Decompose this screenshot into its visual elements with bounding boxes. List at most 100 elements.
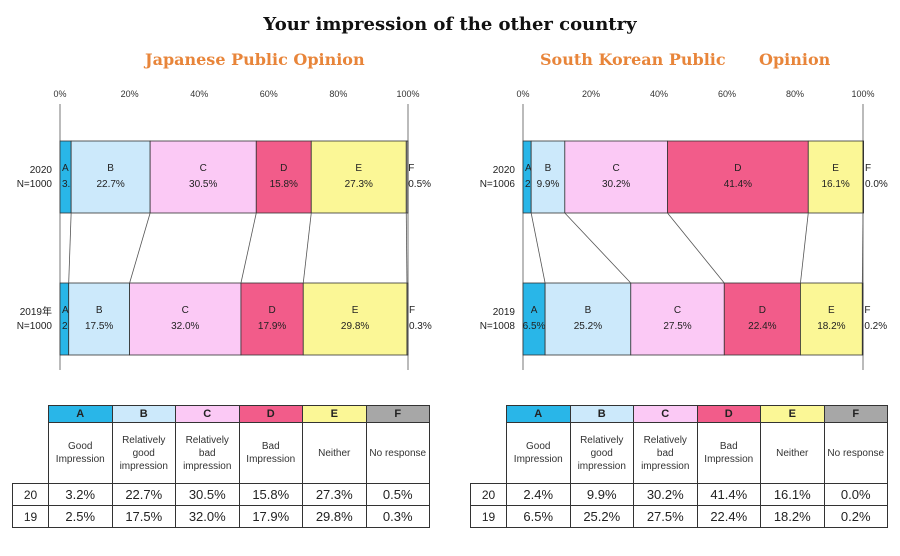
bar-segment-a xyxy=(59,282,70,356)
desc-cell-f: No response xyxy=(365,422,430,484)
desc-cell-b: Relatively good impression xyxy=(569,422,634,484)
segment-letter-label: B xyxy=(96,305,103,316)
chart-subtitle-japan: Japanese Public Opinion xyxy=(145,50,365,69)
x-tick-label: 100% xyxy=(851,89,874,99)
segment-letter-label: A xyxy=(62,163,69,174)
x-tick-label: 20% xyxy=(582,89,600,99)
header-cell-d: D xyxy=(238,405,303,423)
x-tick-label: 0% xyxy=(516,89,529,99)
segment-letter-label: D xyxy=(734,163,741,174)
bar-segment-b xyxy=(70,140,151,214)
row-label: 20 xyxy=(470,483,507,506)
desc-cell-f: No response xyxy=(823,422,888,484)
segment-letter-label: D xyxy=(759,305,766,316)
desc-cell-c: Relatively bad impression xyxy=(175,422,240,484)
bar-segment-f xyxy=(406,282,409,356)
bar-segment-f xyxy=(861,282,864,356)
segment-value-label: 41.4% xyxy=(724,179,752,190)
segment-letter-label: A xyxy=(62,305,69,316)
x-tick-label: 40% xyxy=(650,89,668,99)
value-cell: 2.4% xyxy=(506,483,571,506)
header-cell-b: B xyxy=(111,405,176,423)
header-cell-e: E xyxy=(760,405,825,423)
bar-segment-a xyxy=(522,140,532,214)
x-tick-label: 40% xyxy=(190,89,208,99)
segment-value-label: 0.0% xyxy=(865,179,888,190)
x-tick-label: 60% xyxy=(260,89,278,99)
value-cell: 30.5% xyxy=(175,483,240,506)
segment-letter-label: A xyxy=(531,305,538,316)
connector-line xyxy=(129,212,151,284)
segment-value-label: 29.8% xyxy=(341,321,369,332)
segment-value-label: 0.5% xyxy=(408,179,431,190)
value-cell: 18.2% xyxy=(760,505,825,528)
value-cell: 16.1% xyxy=(760,483,825,506)
segment-value-label: 9.9% xyxy=(537,179,560,190)
value-cell: 25.2% xyxy=(569,505,634,528)
row-label: 20 xyxy=(12,483,49,506)
korea-stacked-bar-chart: 0%20%40%60%80%100%A2.4%B9.9%C30.2%D41.4%… xyxy=(480,89,888,370)
segment-letter-label: A xyxy=(525,163,532,174)
segment-letter-label: B xyxy=(585,305,592,316)
header-cell-c: C xyxy=(633,405,698,423)
table-header-row: A B C D E F xyxy=(470,405,888,484)
x-tick-label: 80% xyxy=(786,89,804,99)
segment-value-label: 30.5% xyxy=(189,179,217,190)
table-row: 20 2.4% 9.9% 30.2% 41.4% 16.1% 0.0% xyxy=(470,483,888,506)
bar-segment-b xyxy=(544,282,632,356)
segment-letter-label: E xyxy=(352,305,359,316)
x-tick-label: 20% xyxy=(121,89,139,99)
table-row: 20 3.2% 22.7% 30.5% 15.8% 27.3% 0.5% xyxy=(12,483,430,506)
segment-value-label: 17.9% xyxy=(258,321,286,332)
segment-letter-label: B xyxy=(107,163,114,174)
bar-segment-c xyxy=(564,140,668,214)
bar-segment-e xyxy=(302,282,408,356)
japan-data-table: A B C D E F Good Impression Relatively g… xyxy=(12,405,430,528)
connector-line xyxy=(667,212,725,284)
table-corner xyxy=(12,405,49,484)
row-label-year: 2020 xyxy=(493,165,516,176)
segment-value-label: 16.1% xyxy=(821,179,849,190)
row-label: 19 xyxy=(12,505,49,528)
bar-segment-c xyxy=(129,282,242,356)
row-label-n: N=1008 xyxy=(480,321,516,332)
korea-data-table: A B C D E F Good Impression Relatively g… xyxy=(470,405,888,528)
bar-segment-a xyxy=(59,140,72,214)
desc-cell-d: Bad Impression xyxy=(238,422,303,484)
value-cell: 30.2% xyxy=(633,483,698,506)
row-label: 19 xyxy=(470,505,507,528)
segment-letter-label: C xyxy=(182,305,189,316)
value-cell: 3.2% xyxy=(48,483,113,506)
row-label-n: N=1000 xyxy=(17,321,53,332)
connector-line xyxy=(800,212,809,284)
table-row: 19 6.5% 25.2% 27.5% 22.4% 18.2% 0.2% xyxy=(470,505,888,528)
header-cell-f: F xyxy=(823,405,888,423)
segment-value-label: 27.5% xyxy=(663,321,691,332)
desc-cell-b: Relatively good impression xyxy=(111,422,176,484)
segment-value-label: 32.0% xyxy=(171,321,199,332)
bar-segment-a xyxy=(522,282,546,356)
header-cell-e: E xyxy=(302,405,367,423)
value-cell: 0.2% xyxy=(823,505,888,528)
value-cell: 22.7% xyxy=(111,483,176,506)
connector-line xyxy=(530,212,546,284)
segment-value-label: 18.2% xyxy=(817,321,845,332)
desc-cell-d: Bad Impression xyxy=(696,422,761,484)
value-cell: 0.0% xyxy=(823,483,888,506)
table-description-row: Good Impression Relatively good impressi… xyxy=(13,422,430,484)
desc-cell-e: Neither xyxy=(760,422,825,484)
header-cell-a: A xyxy=(506,405,571,423)
value-cell: 9.9% xyxy=(569,483,634,506)
segment-value-label: 25.2% xyxy=(574,321,602,332)
value-cell: 15.8% xyxy=(238,483,303,506)
segment-value-label: 6.5% xyxy=(523,321,546,332)
segment-letter-label: E xyxy=(828,305,835,316)
value-cell: 2.5% xyxy=(48,505,113,528)
x-tick-label: 100% xyxy=(396,89,419,99)
segment-value-label: 17.5% xyxy=(85,321,113,332)
segment-letter-label: F xyxy=(409,305,415,316)
header-cell-a: A xyxy=(48,405,113,423)
x-tick-label: 80% xyxy=(329,89,347,99)
value-cell: 27.5% xyxy=(633,505,698,528)
bar-segment-e xyxy=(310,140,407,214)
